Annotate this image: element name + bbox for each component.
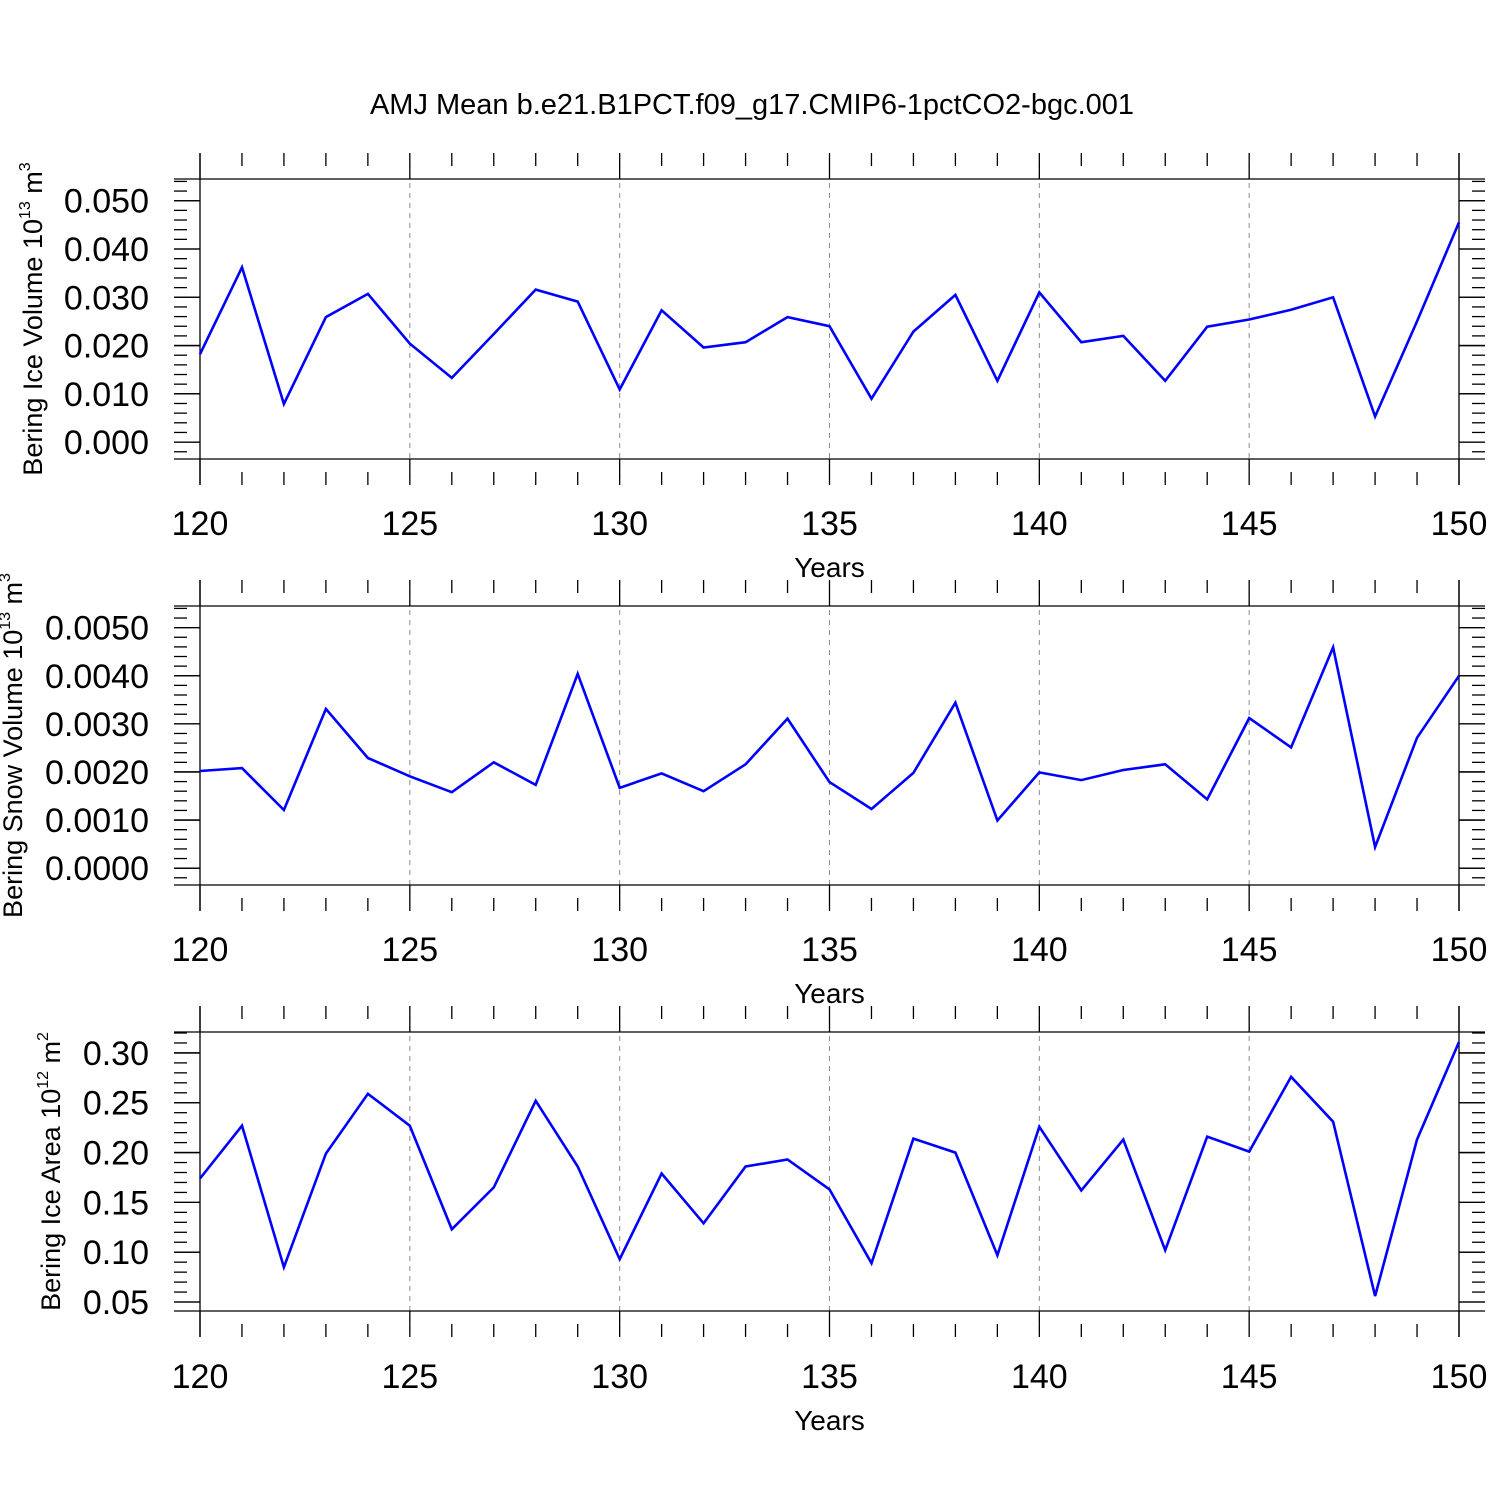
series-line xyxy=(198,1041,1461,1297)
panel-ice-area: 120 125 130 135 140 145 150 0.05 0.10 0.15 0.20 0.2… xyxy=(35,1006,1487,1436)
y-tick-label: 0.0020 xyxy=(45,754,149,792)
x-tick-label: 140 xyxy=(1011,931,1068,969)
x-tick-label: 135 xyxy=(801,931,858,969)
y-tick-label: 0.0000 xyxy=(45,850,149,888)
y-tick-label: 0.0010 xyxy=(45,802,149,840)
x-tick-label: 130 xyxy=(591,505,648,543)
y-axis-label: Bering Ice Area 1012 m2 xyxy=(35,1032,66,1311)
y-tick-label: 0.10 xyxy=(83,1234,149,1272)
y-tick-label: 0.000 xyxy=(64,424,149,462)
y-tick-label: 0.020 xyxy=(64,328,149,366)
panel-ice-volume: 120 125 130 135 140 145 150 0.000 0.010 0.020 0.03… xyxy=(17,153,1487,583)
x-tick-label: 140 xyxy=(1011,1358,1068,1396)
y-axis-label: Bering Snow Volume 1013 m3 xyxy=(0,573,28,918)
series-line xyxy=(199,643,1461,852)
y-tick-label: 0.040 xyxy=(64,231,149,269)
x-tick-label: 150 xyxy=(1431,1358,1488,1396)
x-tick-label: 145 xyxy=(1221,505,1278,543)
y-tick-label: 0.20 xyxy=(83,1135,149,1173)
x-tick-label: 145 xyxy=(1221,1358,1278,1396)
x-tick-label: 125 xyxy=(381,505,438,543)
x-tick-label: 120 xyxy=(172,931,229,969)
x-tick-label: 145 xyxy=(1221,931,1278,969)
y-tick-label: 0.0040 xyxy=(45,658,149,696)
x-tick-label: 135 xyxy=(801,505,858,543)
x-axis-label: Years xyxy=(794,978,865,1009)
x-tick-label: 125 xyxy=(381,1358,438,1396)
x-tick-label: 125 xyxy=(381,931,438,969)
x-tick-label: 130 xyxy=(591,1358,648,1396)
x-tick-label: 150 xyxy=(1431,931,1488,969)
series-line xyxy=(198,221,1461,421)
y-axis-label: Bering Ice Volume 1013 m3 xyxy=(17,162,48,475)
y-tick-label: 0.050 xyxy=(64,183,149,221)
x-axis-label: Years xyxy=(794,552,865,583)
panel-snow-volume: 120 125 130 135 140 145 150 0.0000 0.0010 0.0020 0… xyxy=(0,573,1487,1009)
x-axis-label: Years xyxy=(794,1405,865,1436)
x-tick-label: 120 xyxy=(172,1358,229,1396)
x-tick-label: 135 xyxy=(801,1358,858,1396)
x-tick-label: 150 xyxy=(1431,505,1488,543)
y-tick-label: 0.15 xyxy=(83,1184,149,1222)
x-tick-label: 120 xyxy=(172,505,229,543)
y-tick-label: 0.030 xyxy=(64,279,149,317)
y-tick-label: 0.0030 xyxy=(45,706,149,744)
figure-title: AMJ Mean b.e21.B1PCT.f09_g17.CMIP6-1pctC… xyxy=(370,89,1134,121)
y-tick-label: 0.010 xyxy=(64,376,149,414)
y-tick-label: 0.05 xyxy=(83,1284,149,1322)
y-tick-label: 0.30 xyxy=(83,1035,149,1073)
x-tick-label: 140 xyxy=(1011,505,1068,543)
x-tick-label: 130 xyxy=(591,931,648,969)
y-tick-label: 0.0050 xyxy=(45,610,149,648)
y-tick-label: 0.25 xyxy=(83,1085,149,1123)
